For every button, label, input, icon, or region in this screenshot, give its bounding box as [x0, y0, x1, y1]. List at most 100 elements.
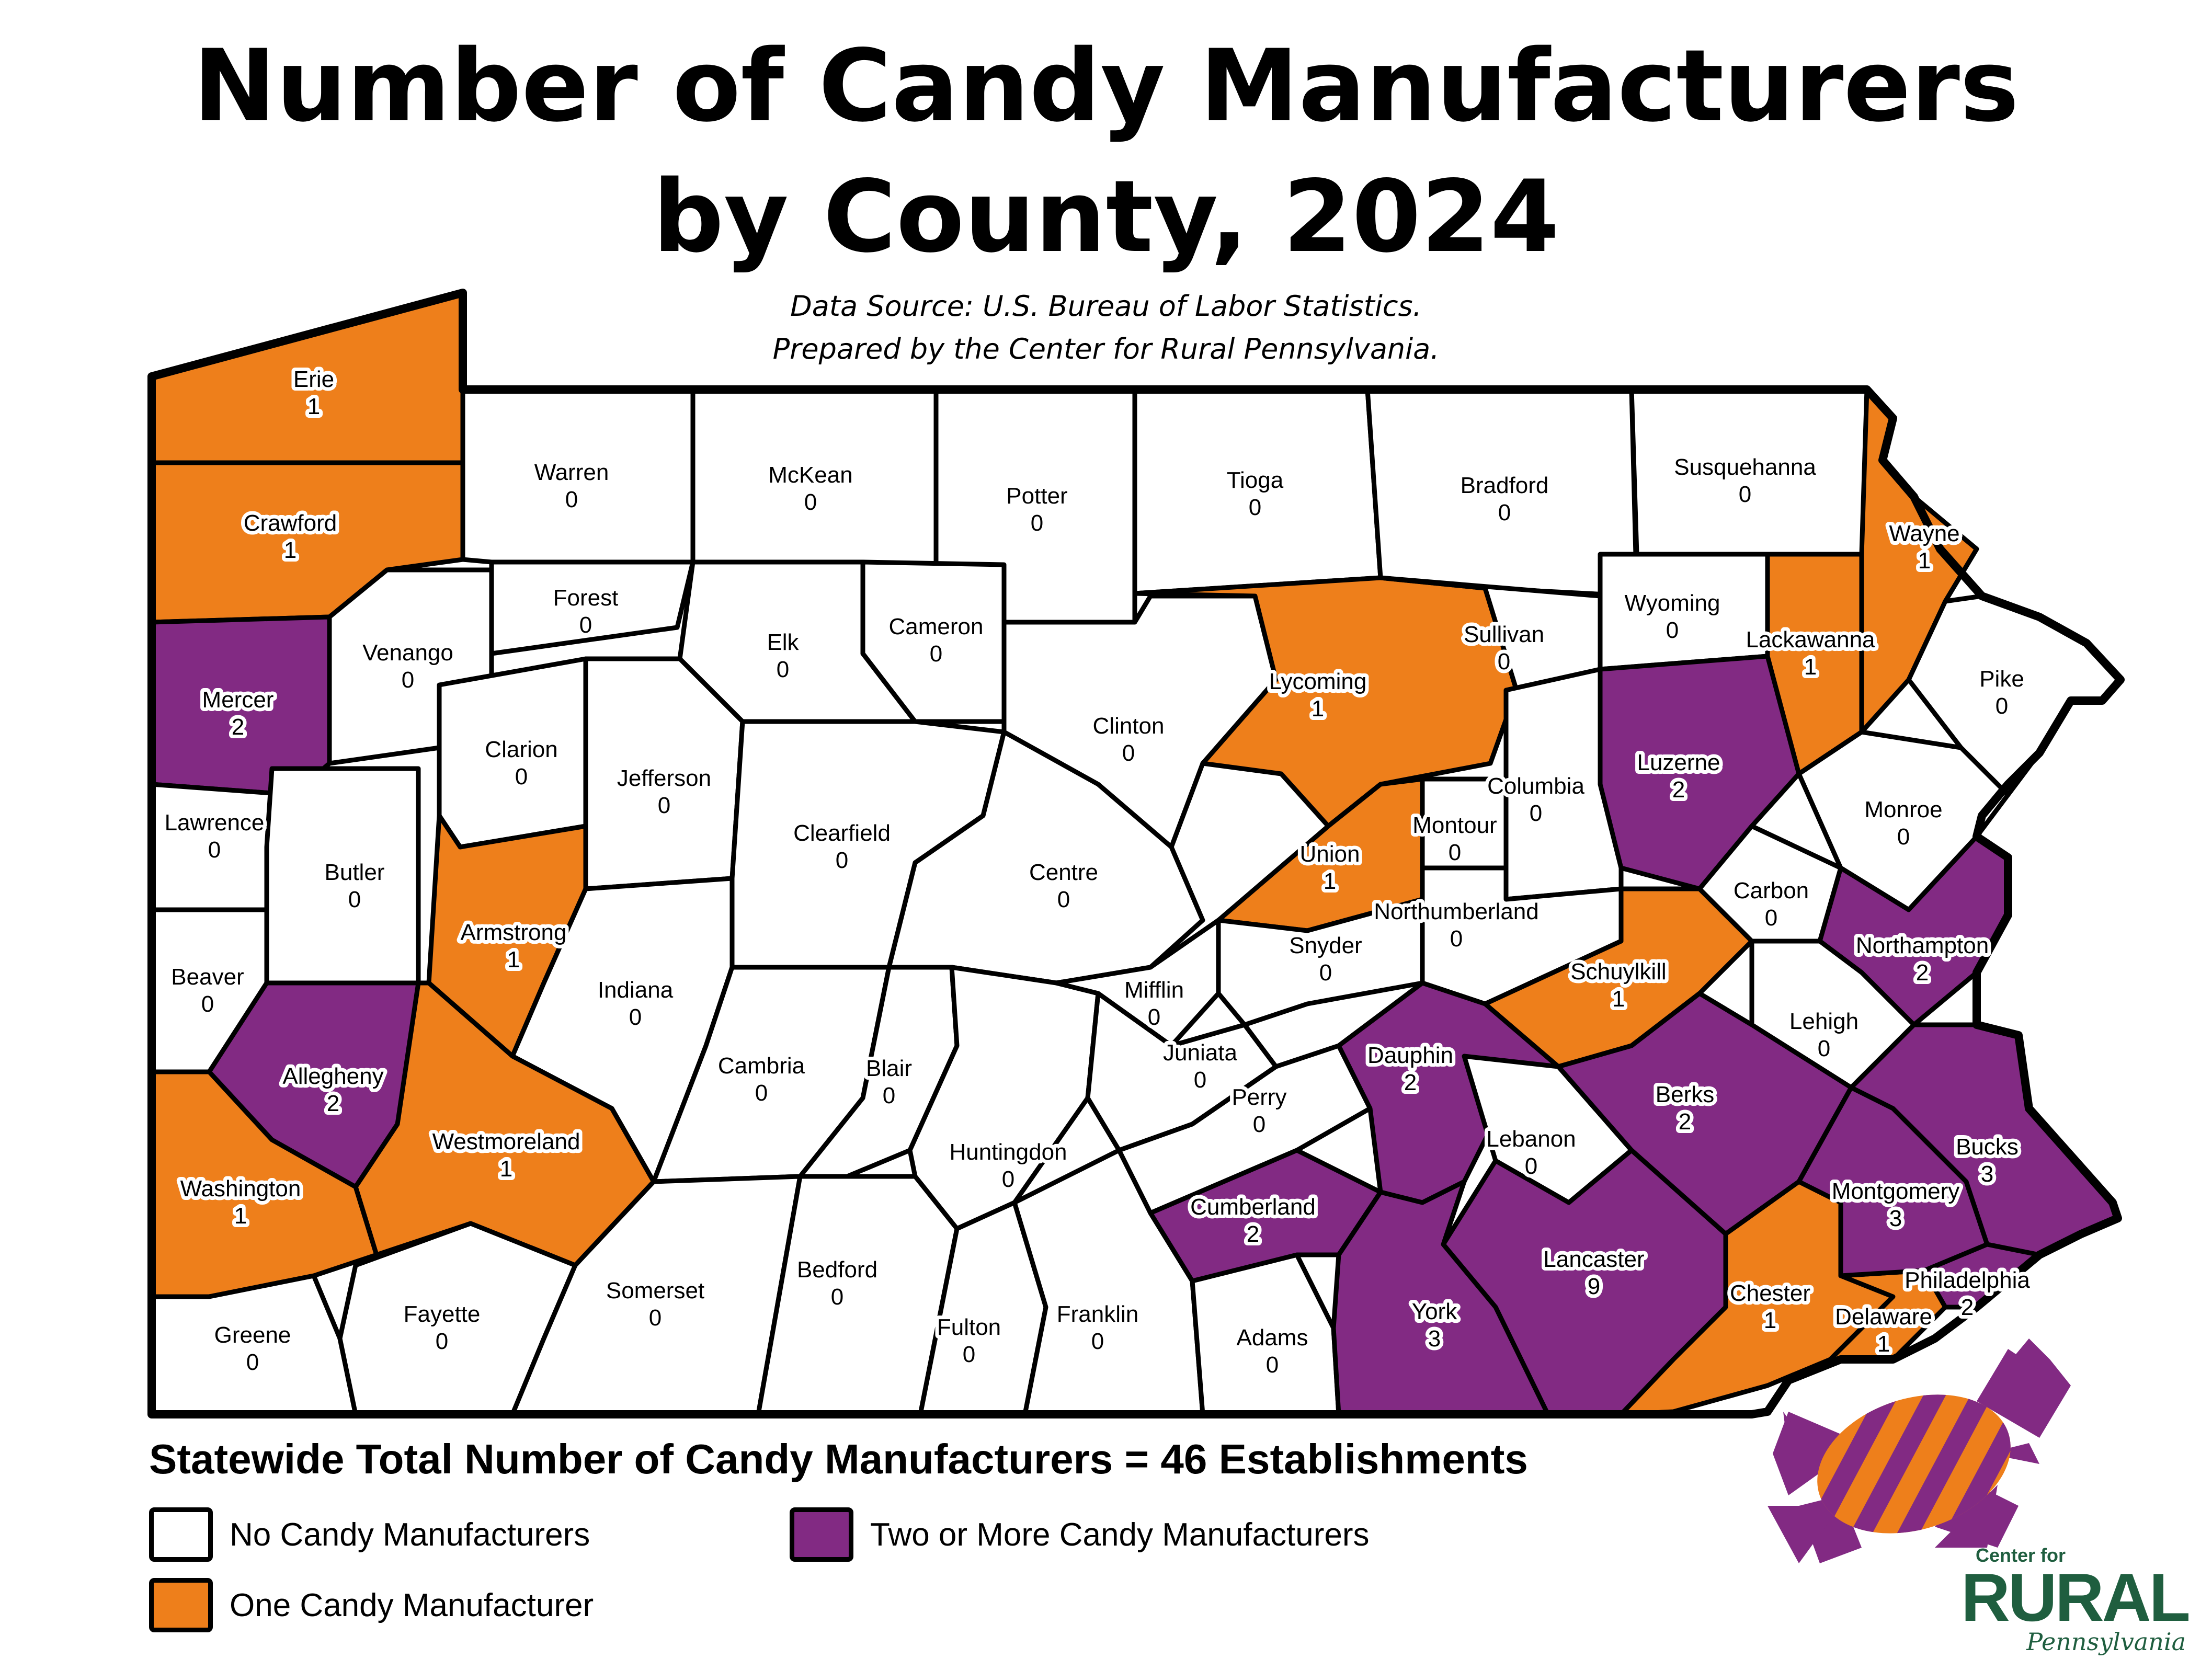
county-count-westmoreland: 1	[500, 1156, 512, 1182]
county-count-lycoming: 1	[1312, 696, 1324, 722]
center-for-rural-pennsylvania-logo: Center for RURAL Pennsylvania	[1961, 1545, 2191, 1656]
county-count-warren: 0	[565, 487, 578, 512]
county-count-northumberland: 0	[1450, 926, 1463, 952]
county-regions	[149, 290, 2123, 1417]
county-name-philadelphia: Philadelphia	[1905, 1267, 2030, 1293]
legend-swatch-two-plus	[790, 1507, 853, 1562]
county-count-columbia: 0	[1530, 800, 1542, 826]
county-name-indiana: Indiana	[598, 977, 674, 1003]
logo-state-text: Pennsylvania	[2026, 1628, 2186, 1656]
county-name-bradford: Bradford	[1461, 473, 1549, 498]
county-name-adams: Adams	[1237, 1325, 1308, 1351]
county-snyder	[1216, 897, 1425, 1027]
county-name-potter: Potter	[1006, 483, 1067, 509]
county-name-butler: Butler	[325, 860, 385, 885]
county-name-tioga: Tioga	[1227, 467, 1284, 493]
county-name-carbon: Carbon	[1734, 878, 1809, 903]
county-name-lancaster: Lancaster	[1543, 1246, 1644, 1272]
county-name-huntingdon: Huntingdon	[949, 1139, 1067, 1165]
legend-item-none: No Candy Manufacturers	[149, 1506, 590, 1563]
title-line-1: Number of Candy Manufacturers	[193, 28, 2019, 144]
county-name-greene: Greene	[214, 1322, 291, 1348]
county-count-allegheny: 2	[327, 1091, 339, 1116]
county-name-armstrong: Armstrong	[461, 920, 567, 945]
county-name-chester: Chester	[1730, 1280, 1810, 1306]
county-count-lebanon: 0	[1525, 1153, 1537, 1179]
county-name-venango: Venango	[362, 640, 453, 666]
county-count-schuylkill: 1	[1612, 986, 1625, 1012]
county-count-cameron: 0	[930, 641, 942, 667]
county-name-bucks: Bucks	[1956, 1134, 2019, 1160]
county-name-blair: Blair	[866, 1056, 912, 1081]
county-count-monroe: 0	[1897, 824, 1910, 850]
county-name-mckean: McKean	[768, 462, 852, 488]
county-name-lebanon: Lebanon	[1486, 1126, 1576, 1152]
county-count-indiana: 0	[629, 1004, 642, 1030]
county-count-franklin: 0	[1091, 1329, 1104, 1354]
county-name-warren: Warren	[534, 460, 609, 485]
county-name-lehigh: Lehigh	[1789, 1009, 1858, 1034]
county-count-northampton: 2	[1916, 960, 1929, 986]
county-count-chester: 1	[1764, 1308, 1776, 1333]
county-count-cumberland: 2	[1247, 1221, 1259, 1247]
title-line-2: by County, 2024	[653, 159, 1559, 274]
county-york	[1331, 1179, 1550, 1417]
county-count-union: 1	[1324, 868, 1336, 894]
legend-label-two-plus: Two or More Candy Manufacturers	[870, 1516, 1370, 1553]
county-name-columbia: Columbia	[1487, 773, 1584, 799]
county-count-tioga: 0	[1249, 495, 1261, 520]
county-count-philadelphia: 2	[1961, 1295, 1974, 1320]
county-name-allegheny: Allegheny	[282, 1063, 383, 1089]
county-name-somerset: Somerset	[606, 1278, 704, 1303]
county-count-cambria: 0	[755, 1080, 768, 1106]
county-name-dauphin: Dauphin	[1367, 1043, 1453, 1068]
county-name-lackawanna: Lackawanna	[1746, 627, 1875, 653]
county-name-clearfield: Clearfield	[793, 820, 891, 846]
county-count-mercer: 2	[232, 714, 244, 740]
county-count-crawford: 1	[284, 537, 297, 563]
county-count-delaware: 1	[1877, 1331, 1890, 1357]
county-name-schuylkill: Schuylkill	[1570, 959, 1666, 985]
source-line-2: Prepared by the Center for Rural Pennsyl…	[772, 333, 1440, 365]
county-count-berks: 2	[1679, 1109, 1691, 1135]
county-count-adams: 0	[1266, 1352, 1279, 1378]
county-count-wyoming: 0	[1666, 617, 1679, 643]
county-forest	[489, 559, 695, 656]
county-count-montour: 0	[1449, 840, 1461, 865]
county-name-franklin: Franklin	[1057, 1301, 1139, 1327]
county-name-cameron: Cameron	[889, 614, 984, 639]
county-count-mifflin: 0	[1148, 1004, 1160, 1030]
county-name-luzerne: Luzerne	[1637, 750, 1720, 775]
county-name-westmoreland: Westmoreland	[432, 1129, 580, 1154]
county-name-juniata: Juniata	[1163, 1040, 1237, 1066]
county-count-butler: 0	[348, 887, 361, 912]
county-name-forest: Forest	[553, 585, 619, 611]
county-count-susquehanna: 0	[1739, 482, 1751, 507]
county-name-susquehanna: Susquehanna	[1674, 454, 1816, 480]
county-count-mckean: 0	[804, 489, 817, 515]
county-name-wyoming: Wyoming	[1625, 590, 1720, 616]
county-name-clarion: Clarion	[485, 737, 557, 762]
county-count-york: 3	[1428, 1326, 1441, 1352]
county-name-perry: Perry	[1232, 1084, 1286, 1110]
county-count-forest: 0	[579, 612, 592, 638]
county-name-york: York	[1412, 1299, 1457, 1324]
county-name-erie: Erie	[293, 367, 334, 392]
county-count-bucks: 3	[1981, 1161, 1993, 1187]
legend-item-two-plus: Two or More Candy Manufacturers	[790, 1506, 1370, 1563]
county-count-erie: 1	[307, 394, 320, 419]
county-count-pike: 0	[1996, 693, 2008, 719]
county-name-montour: Montour	[1412, 813, 1497, 838]
county-name-mifflin: Mifflin	[1124, 977, 1184, 1003]
county-dauphin	[1336, 980, 1561, 1205]
county-name-cumberland: Cumberland	[1190, 1194, 1316, 1220]
county-count-blair: 0	[883, 1083, 895, 1108]
county-name-snyder: Snyder	[1289, 933, 1362, 958]
county-count-greene: 0	[246, 1349, 259, 1375]
county-name-sullivan: Sullivan	[1464, 622, 1544, 647]
county-count-elk: 0	[777, 657, 789, 682]
source-line-1: Data Source: U.S. Bureau of Labor Statis…	[790, 290, 1422, 323]
county-name-northampton: Northampton	[1856, 933, 1989, 958]
county-count-clarion: 0	[515, 764, 528, 790]
legend-swatch-one	[149, 1578, 213, 1632]
